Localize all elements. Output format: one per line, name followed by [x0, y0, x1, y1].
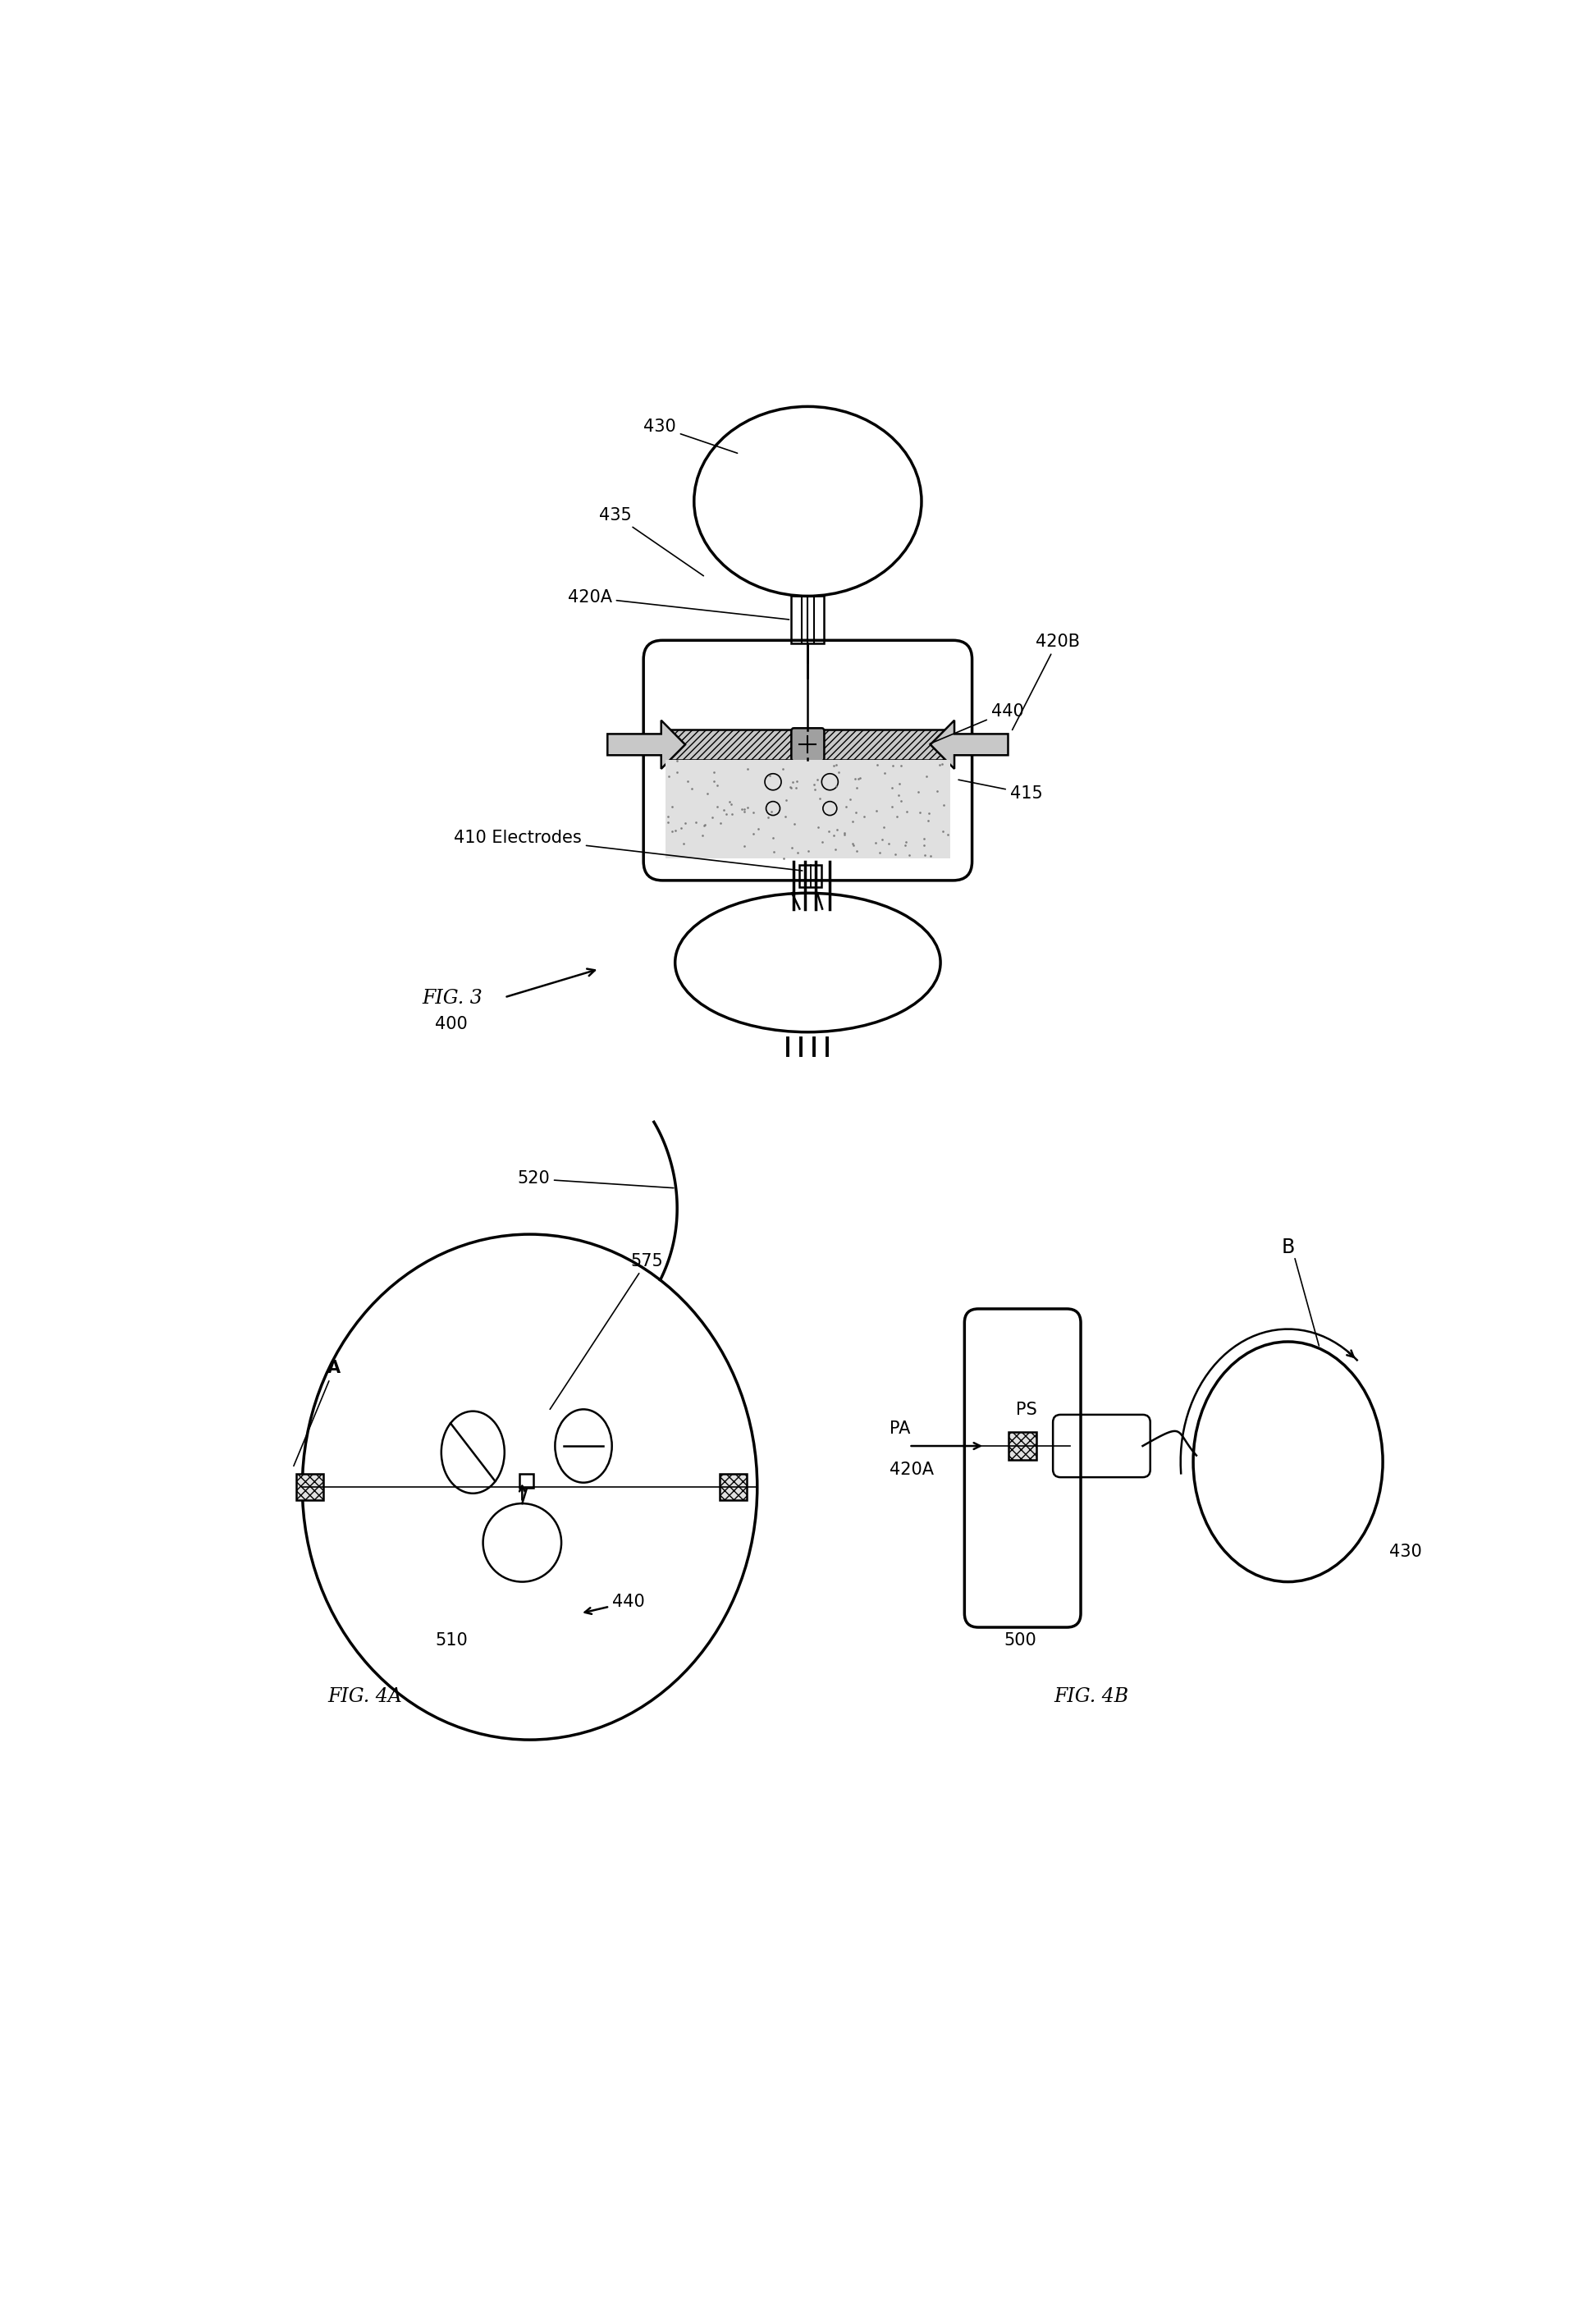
Text: FIG. 3: FIG. 3	[423, 990, 483, 1009]
Text: FIG. 4A: FIG. 4A	[328, 1687, 402, 1706]
Text: 440: 440	[585, 1594, 644, 1613]
Text: 420A: 420A	[890, 1462, 934, 1478]
FancyBboxPatch shape	[791, 727, 824, 760]
Bar	[1008, 1432, 1037, 1459]
Text: 575: 575	[551, 1253, 663, 1408]
Bar	[791, 595, 824, 644]
Bar	[297, 1473, 323, 1501]
Text: 400: 400	[436, 1016, 467, 1032]
Bar	[663, 730, 953, 760]
FancyArrow shape	[931, 720, 1008, 769]
Text: 430: 430	[644, 418, 737, 453]
Text: 440: 440	[929, 702, 1024, 744]
Text: 500: 500	[1004, 1631, 1037, 1648]
Bar	[519, 1473, 533, 1487]
Text: A: A	[294, 1360, 341, 1466]
Text: 510: 510	[436, 1631, 467, 1648]
Bar	[720, 1473, 746, 1501]
Text: B: B	[1281, 1239, 1296, 1257]
Bar	[666, 760, 950, 858]
Text: 420B: 420B	[1011, 634, 1079, 730]
Text: 430: 430	[1389, 1543, 1422, 1559]
Text: 435: 435	[600, 507, 704, 576]
Text: 410 Electrodes: 410 Electrodes	[454, 830, 802, 872]
FancyArrow shape	[608, 720, 685, 769]
Text: PS: PS	[1016, 1401, 1037, 1418]
Text: 415: 415	[958, 781, 1043, 802]
Bar	[800, 865, 822, 888]
Text: 520: 520	[518, 1171, 674, 1188]
Text: 420A: 420A	[568, 590, 789, 621]
Text: FIG. 4B: FIG. 4B	[1054, 1687, 1128, 1706]
Text: PA: PA	[890, 1420, 911, 1436]
